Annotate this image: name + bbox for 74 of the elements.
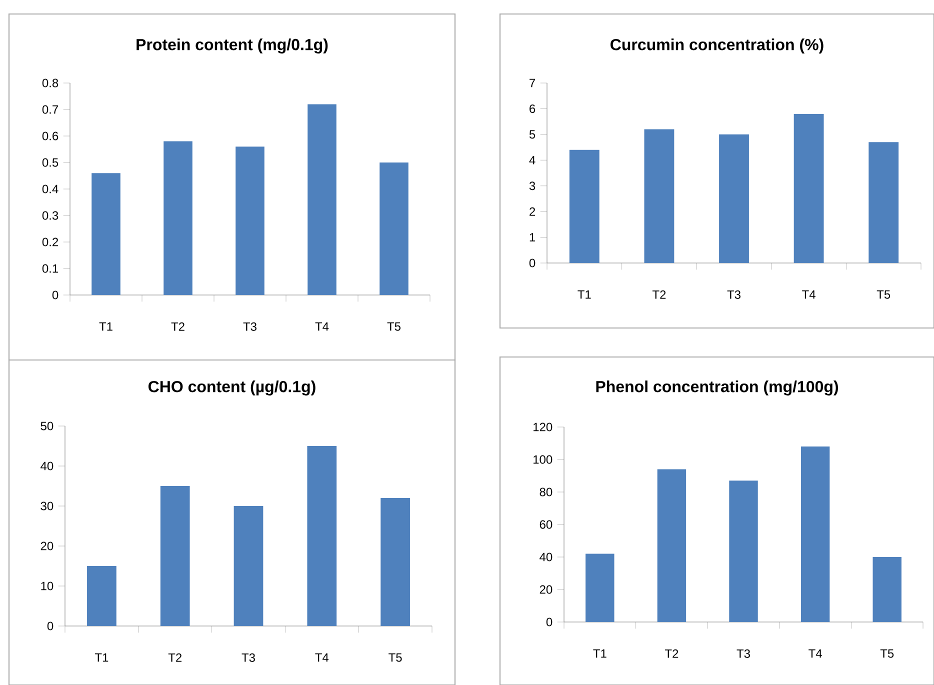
y-tick-label: 3 — [529, 182, 536, 190]
x-tick-label: T2 — [664, 649, 678, 658]
x-tick-label: T5 — [388, 653, 402, 662]
x-tick-label: T2 — [171, 322, 184, 331]
y-tick-label: 7 — [530, 78, 536, 88]
bar — [569, 150, 600, 264]
chart-title: Protein content (mg/0.1g) — [136, 38, 328, 54]
y-tick-label: 10 — [41, 582, 54, 590]
y-tick-label: 5 — [529, 130, 536, 139]
bar — [729, 480, 758, 622]
y-tick-label: 0.3 — [42, 211, 58, 220]
x-tick-label: T4 — [808, 649, 822, 658]
y-tick-label: 20 — [40, 542, 54, 550]
bar — [380, 498, 410, 626]
x-tick-label: T1 — [99, 322, 112, 331]
bar — [794, 114, 824, 264]
y-tick-label: 0.1 — [42, 264, 58, 273]
y-tick-label: 0 — [546, 618, 552, 626]
x-tick-label: T4 — [802, 290, 816, 299]
y-tick-label: 1 — [530, 233, 536, 242]
y-tick-label: 50 — [40, 422, 54, 430]
x-tick-label: T5 — [387, 322, 400, 331]
y-tick-label: 60 — [540, 520, 552, 529]
y-tick-label: 120 — [534, 422, 552, 432]
y-tick-label: 80 — [540, 488, 552, 496]
y-tick-label: 0.7 — [42, 105, 58, 114]
bar — [87, 566, 116, 626]
bar — [92, 173, 120, 296]
y-tick-label: 0 — [529, 258, 536, 268]
y-tick-label: 0.2 — [42, 238, 58, 246]
bar — [719, 134, 749, 264]
chart-title: CHO content (µg/0.1g) — [148, 380, 316, 396]
bar — [308, 104, 336, 296]
y-tick-label: 0 — [47, 622, 54, 630]
bar — [236, 146, 264, 296]
y-tick-label: 0.5 — [42, 158, 58, 167]
chart-title: Phenol concentration (mg/100g) — [596, 380, 838, 396]
y-tick-label: 0 — [52, 290, 58, 300]
x-tick-label: T4 — [315, 322, 329, 331]
x-tick-label: T5 — [876, 290, 890, 299]
bar — [160, 486, 190, 626]
x-tick-label: T2 — [168, 653, 182, 662]
bar — [644, 129, 674, 264]
y-tick-label: 0.8 — [42, 78, 58, 88]
bar — [657, 469, 686, 622]
y-tick-label: 6 — [530, 104, 536, 113]
bar — [380, 162, 408, 296]
y-tick-label: 0.6 — [42, 132, 58, 140]
x-tick-label: T1 — [593, 649, 606, 658]
bar — [872, 557, 902, 622]
y-tick-label: 100 — [534, 455, 552, 464]
y-tick-label: 20 — [540, 585, 552, 594]
y-tick-label: 40 — [540, 552, 552, 562]
x-tick-label: T3 — [736, 649, 750, 658]
bar — [234, 506, 264, 626]
x-tick-label: T4 — [315, 653, 329, 662]
bar — [586, 554, 614, 622]
bar — [868, 142, 899, 264]
x-tick-label: T5 — [880, 649, 894, 658]
y-tick-label: 30 — [40, 502, 54, 510]
bar — [800, 446, 830, 622]
bar — [307, 446, 337, 626]
x-tick-label: T1 — [94, 653, 108, 662]
x-tick-label: T3 — [727, 290, 740, 299]
x-tick-label: T3 — [243, 322, 256, 331]
y-tick-label: 0.4 — [42, 184, 58, 194]
y-tick-label: 40 — [40, 462, 54, 470]
y-tick-label: 2 — [530, 207, 536, 216]
y-tick-label: 4 — [529, 156, 536, 164]
x-tick-label: T2 — [652, 290, 666, 299]
x-tick-label: T1 — [578, 290, 591, 299]
x-tick-label: T3 — [242, 653, 255, 662]
chart-title: Curcumin concentration (%) — [610, 38, 824, 54]
bar — [164, 141, 192, 296]
